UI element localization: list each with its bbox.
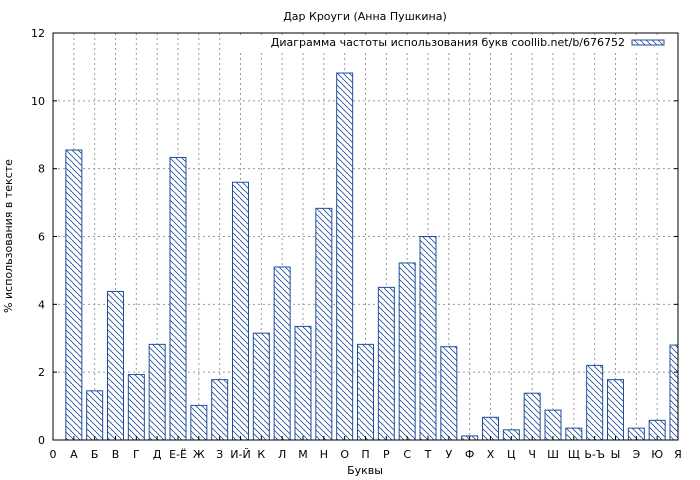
bar <box>357 343 374 441</box>
x-tick-label: Г <box>133 448 140 461</box>
x-tick-label: Б <box>91 448 99 461</box>
x-tick-label: К <box>257 448 265 461</box>
bar <box>107 290 124 441</box>
bar <box>86 390 104 441</box>
y-tick-label: 12 <box>31 27 45 40</box>
bar <box>398 262 416 441</box>
bar <box>232 181 249 441</box>
x-tick-label: Ш <box>547 448 559 461</box>
bar <box>65 149 83 441</box>
bar <box>252 332 270 441</box>
x-tick-label: И-Й <box>230 448 250 461</box>
y-tick-label: 0 <box>38 434 45 447</box>
bar <box>544 409 562 441</box>
x-tick-label: Ь-Ъ <box>584 448 605 461</box>
legend: Диаграмма частоты использования букв coo… <box>240 35 668 51</box>
legend-label: Диаграмма частоты использования букв coo… <box>271 36 625 49</box>
bar <box>294 325 312 441</box>
legend-swatch <box>631 39 665 46</box>
bars <box>65 72 679 441</box>
bar <box>148 343 166 441</box>
x-tick-label: В <box>112 448 120 461</box>
bar <box>169 156 187 441</box>
x-tick-label: Ж <box>193 448 205 461</box>
bar <box>669 344 679 441</box>
y-tick-label: 2 <box>38 366 45 379</box>
x-tick-label: Р <box>383 448 390 461</box>
x-tick-label: О <box>340 448 349 461</box>
grid <box>53 33 678 440</box>
bar <box>190 404 208 441</box>
x-tick-label: У <box>445 448 452 461</box>
x-tick-label: Т <box>424 448 432 461</box>
y-tick-label: 10 <box>31 95 45 108</box>
legend-background <box>240 35 668 51</box>
bar <box>523 392 541 441</box>
x-axis-label: Буквы <box>347 464 383 477</box>
bar <box>211 379 229 441</box>
x-tick-label: С <box>403 448 411 461</box>
y-tick-label: 6 <box>38 231 45 244</box>
x-tick-label: П <box>361 448 369 461</box>
bar <box>607 379 624 441</box>
x-origin-label: 0 <box>50 448 57 461</box>
x-tick-label: Ч <box>528 448 536 461</box>
bar <box>440 346 458 441</box>
y-tick-label: 4 <box>38 298 45 311</box>
x-tick-label: Ф <box>465 448 474 461</box>
x-tick-label: М <box>298 448 308 461</box>
bar <box>336 72 354 441</box>
x-tick-label: З <box>216 448 223 461</box>
x-tick-label: Л <box>278 448 286 461</box>
x-tick-label: Е-Ё <box>169 448 187 461</box>
y-axis: 0 2 4 6 8 10 12 <box>31 27 678 447</box>
x-tick-label: Ю <box>651 448 663 461</box>
bar <box>377 286 395 441</box>
x-tick-label: Э <box>632 448 640 461</box>
x-tick-label: Х <box>487 448 495 461</box>
chart-title: Дар Кроуги (Анна Пушкина) <box>283 10 447 23</box>
y-tick-label: 8 <box>38 163 45 176</box>
bar <box>273 266 291 441</box>
bar <box>419 236 437 441</box>
bar <box>586 364 604 441</box>
x-tick-label: А <box>70 448 78 461</box>
bar <box>315 207 333 441</box>
x-tick-label: Н <box>320 448 328 461</box>
x-tick-label: Я <box>674 448 682 461</box>
y-axis-label: % использования в тексте <box>2 159 15 313</box>
x-axis: А Б В Г Д Е-Ё Ж З И-Й К Л М Н О П Р С Т У Ф Х Ц Ч Ш Щ Ь-Ъ Ы Э Ю Я <box>70 436 682 461</box>
x-tick-label: Щ <box>568 448 580 461</box>
x-tick-label: Д <box>153 448 162 461</box>
bar <box>127 374 145 441</box>
x-tick-label: Ы <box>611 448 621 461</box>
x-tick-label: Ц <box>507 448 516 461</box>
